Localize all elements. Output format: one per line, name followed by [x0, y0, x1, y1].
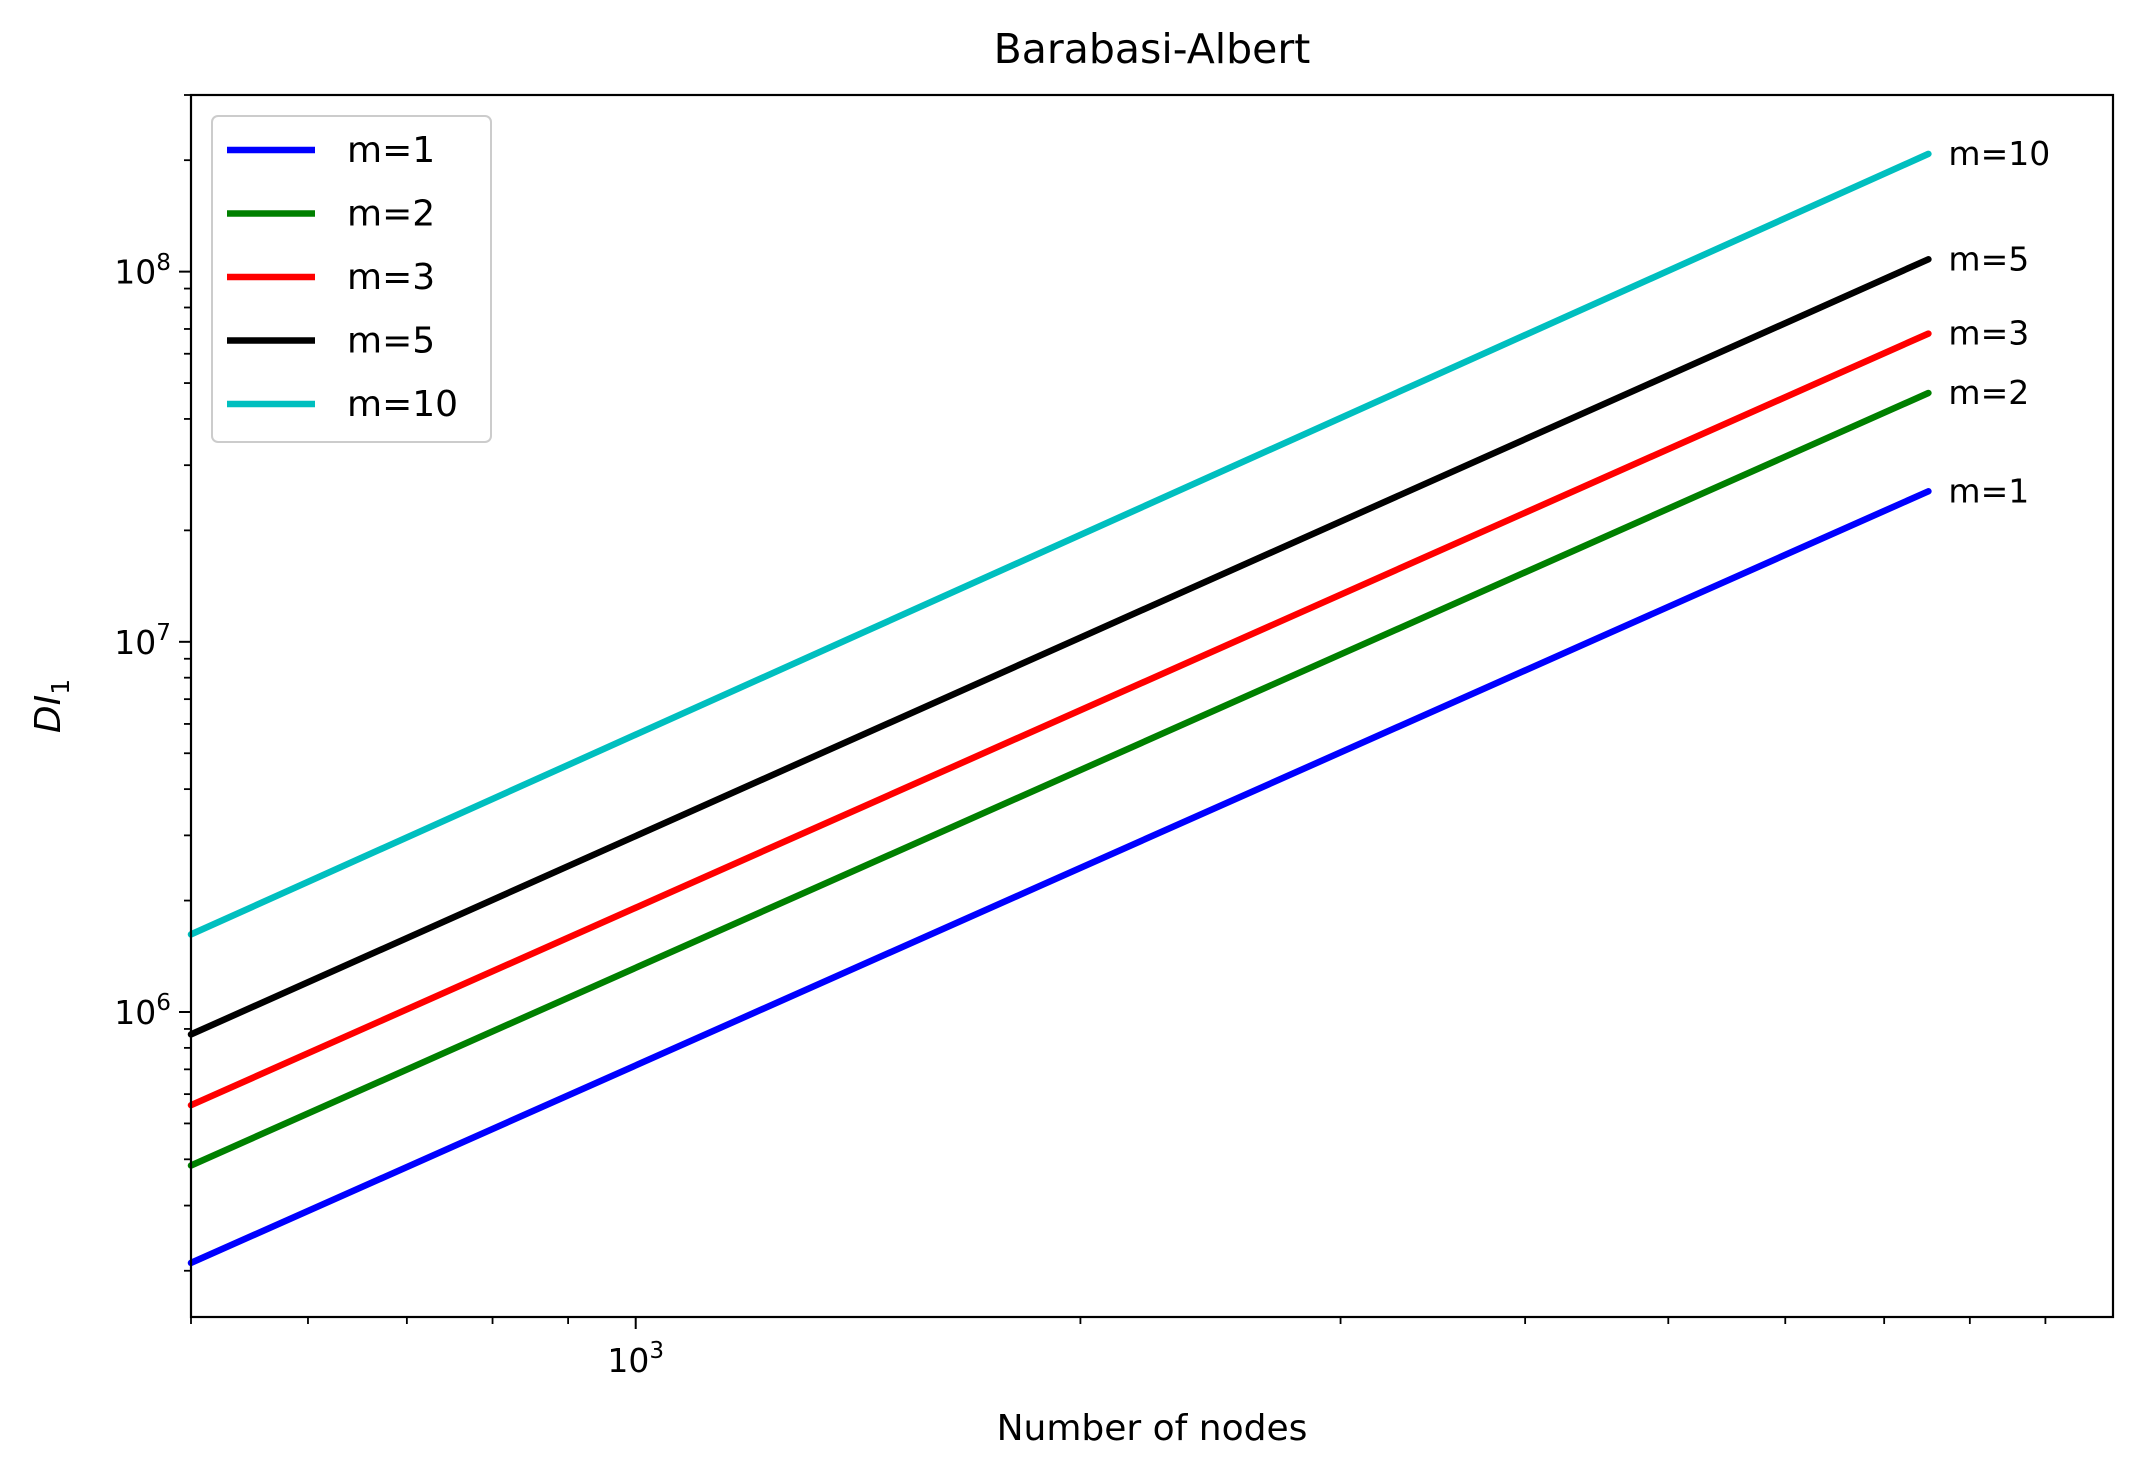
- legend-label: m=3: [347, 257, 435, 298]
- x-tick-label: 103: [607, 1338, 664, 1380]
- series-line: [187, 488, 1932, 1267]
- y-tick-label: 107: [114, 620, 171, 662]
- y-tick-label: 108: [114, 250, 171, 292]
- series-line: [187, 150, 1932, 938]
- series-end-label: m=1: [1948, 471, 2029, 510]
- legend-label: m=1: [347, 130, 435, 171]
- legend-box: [211, 115, 492, 443]
- y-axis-ticks: 106 107 108: [114, 94, 191, 1272]
- y-axis-label-main: DI: [28, 695, 69, 733]
- series-line: [187, 330, 1932, 1109]
- series-line: [187, 256, 1932, 1038]
- series-end-label: m=5: [1948, 239, 2029, 278]
- legend-label: m=5: [347, 321, 435, 362]
- series-line: [187, 389, 1932, 1169]
- legend-label: m=2: [347, 194, 435, 235]
- series-end-labels: m=1 m=2 m=3 m=5 m=10: [1948, 134, 2050, 510]
- chart-title: Barabasi-Albert: [994, 25, 1311, 73]
- series-end-label: m=3: [1948, 314, 2029, 353]
- series-end-label: m=2: [1948, 373, 2029, 412]
- x-axis-label: Number of nodes: [997, 1408, 1308, 1449]
- series-end-label: m=10: [1948, 134, 2050, 173]
- legend: m=1 m=2 m=3 m=5 m=10: [211, 115, 492, 443]
- legend-label: m=10: [347, 384, 458, 425]
- y-axis-label: DI1: [28, 679, 75, 733]
- x-axis-ticks: 103: [190, 1317, 2047, 1380]
- series-lines: [187, 150, 1932, 1267]
- svg-text:DI1: DI1: [28, 679, 75, 733]
- y-tick-label: 106: [114, 990, 171, 1032]
- plot-frame: [189, 93, 2115, 1319]
- y-axis-label-sub: 1: [46, 679, 75, 695]
